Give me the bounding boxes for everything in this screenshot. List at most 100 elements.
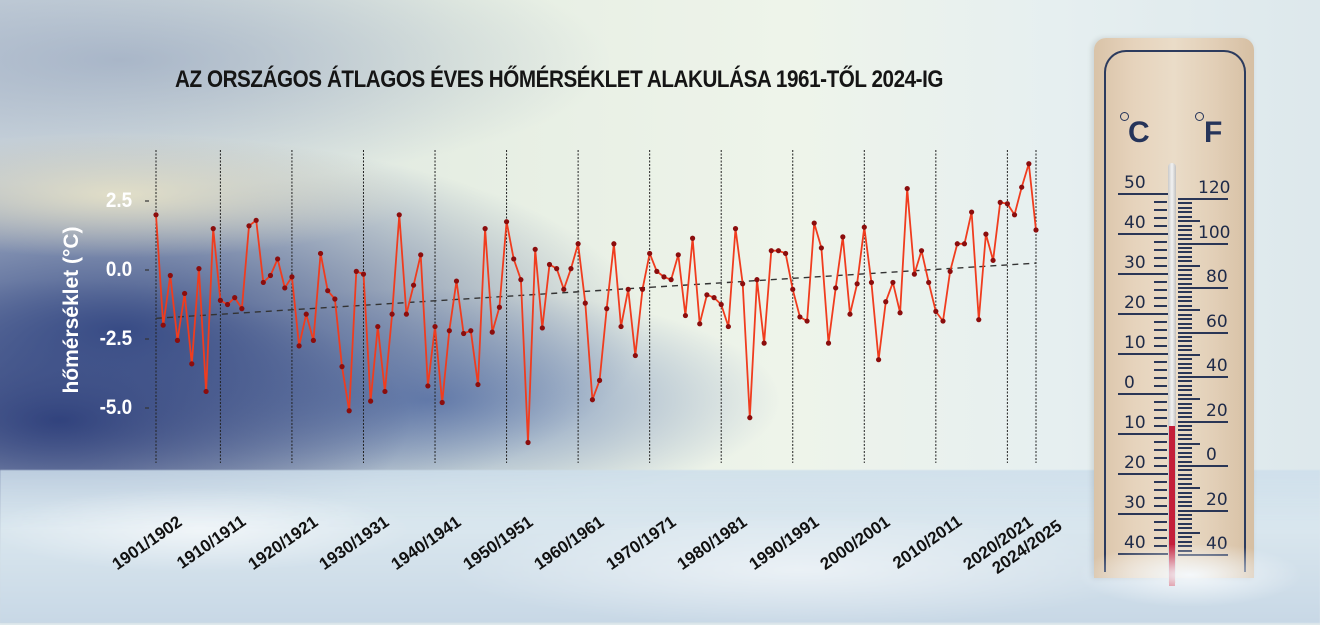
data-point [511, 256, 517, 262]
data-point [532, 246, 538, 252]
fahrenheit-scale-label: 20 [1206, 489, 1228, 510]
data-point [768, 248, 774, 254]
celsius-major-tick [1118, 393, 1168, 395]
data-point [382, 388, 388, 395]
data-point [289, 274, 295, 280]
data-point [1026, 161, 1032, 167]
data-point [332, 296, 338, 302]
thermometer-mercury [1169, 426, 1175, 586]
thermometer-frame [1104, 50, 1246, 572]
data-point [725, 323, 731, 330]
data-point [840, 234, 846, 240]
data-point [561, 286, 567, 292]
data-point [546, 261, 553, 268]
data-point [782, 250, 789, 257]
fahrenheit-scale-label: 120 [1198, 178, 1231, 198]
data-point [346, 408, 352, 414]
data-point [847, 311, 853, 317]
data-point [639, 286, 646, 292]
celsius-scale-label: 10 [1124, 413, 1146, 433]
data-point [668, 277, 674, 283]
data-point [453, 278, 460, 284]
data-point [210, 226, 216, 232]
data-point [890, 279, 896, 286]
data-point [496, 304, 503, 310]
fahrenheit-major-tick [1178, 509, 1228, 512]
fahrenheit-scale-label: 60 [1206, 311, 1228, 332]
y-tick-marks [145, 200, 149, 409]
data-point [296, 343, 302, 349]
fahrenheit-major-tick [1178, 465, 1228, 467]
data-point [410, 282, 417, 288]
data-point [618, 323, 624, 330]
data-point [689, 235, 696, 241]
celsius-scale-label: 20 [1124, 293, 1146, 313]
data-point [933, 308, 939, 314]
data-point [446, 328, 452, 334]
thermometer-tube [1168, 163, 1176, 583]
data-point [797, 314, 803, 320]
data-point [897, 310, 903, 316]
data-point [260, 279, 266, 286]
data-point [368, 398, 374, 404]
temperature-series-line [155, 162, 1037, 444]
data-point [246, 223, 252, 229]
data-point [539, 325, 545, 331]
celsius-major-tick [1118, 353, 1168, 355]
data-point [868, 279, 875, 286]
data-point [325, 288, 331, 294]
data-point [317, 250, 324, 257]
celsius-scale-label: 30 [1124, 253, 1146, 273]
data-point [790, 286, 796, 292]
data-point [904, 185, 910, 192]
fahrenheit-unit: F [1204, 116, 1223, 149]
data-point [604, 306, 610, 312]
fahrenheit-scale-label: 100 [1198, 222, 1231, 243]
data-point [883, 299, 889, 305]
data-point [418, 252, 424, 258]
data-point [825, 340, 832, 346]
fahrenheit-major-tick [1178, 287, 1228, 289]
fahrenheit-major-tick [1178, 198, 1228, 200]
data-point [182, 290, 188, 297]
data-point [239, 306, 245, 312]
celsius-scale-label: 30 [1124, 493, 1146, 513]
data-point [203, 388, 209, 395]
data-point [747, 415, 753, 421]
fahrenheit-scale-label: 0 [1206, 445, 1217, 465]
celsius-scale-label: 0 [1124, 373, 1135, 393]
data-point [389, 311, 395, 317]
data-point [153, 212, 159, 218]
data-point-markers [153, 161, 1039, 446]
data-point [582, 300, 588, 306]
data-point [568, 266, 574, 272]
data-point [833, 285, 839, 291]
data-point [661, 274, 667, 280]
fahrenheit-scale-label: 80 [1206, 267, 1228, 287]
data-point [861, 224, 867, 230]
fahrenheit-scale-label: 40 [1206, 356, 1228, 376]
trend-line [155, 262, 1037, 319]
y-tick-label: 0.0 [105, 258, 132, 281]
data-point [339, 364, 345, 370]
data-point [375, 323, 381, 330]
data-point [267, 272, 274, 279]
data-point [675, 252, 681, 258]
data-point [489, 329, 495, 335]
data-point [403, 311, 410, 317]
celsius-major-tick [1118, 273, 1168, 275]
data-point [732, 226, 739, 232]
thermometer-illustration: C F 50 40 30 20 10 0 10 20 30 40 120 100 80 60 40 20 0 20… [1094, 38, 1254, 586]
data-point [876, 357, 882, 363]
data-point [754, 277, 760, 283]
data-point [589, 397, 596, 403]
data-point [224, 301, 231, 308]
data-point [990, 257, 996, 263]
data-point [718, 301, 724, 308]
celsius-scale-label: 10 [1124, 333, 1146, 353]
data-point [575, 241, 581, 247]
data-point [961, 241, 968, 247]
data-point [804, 318, 810, 324]
data-point [217, 297, 223, 303]
